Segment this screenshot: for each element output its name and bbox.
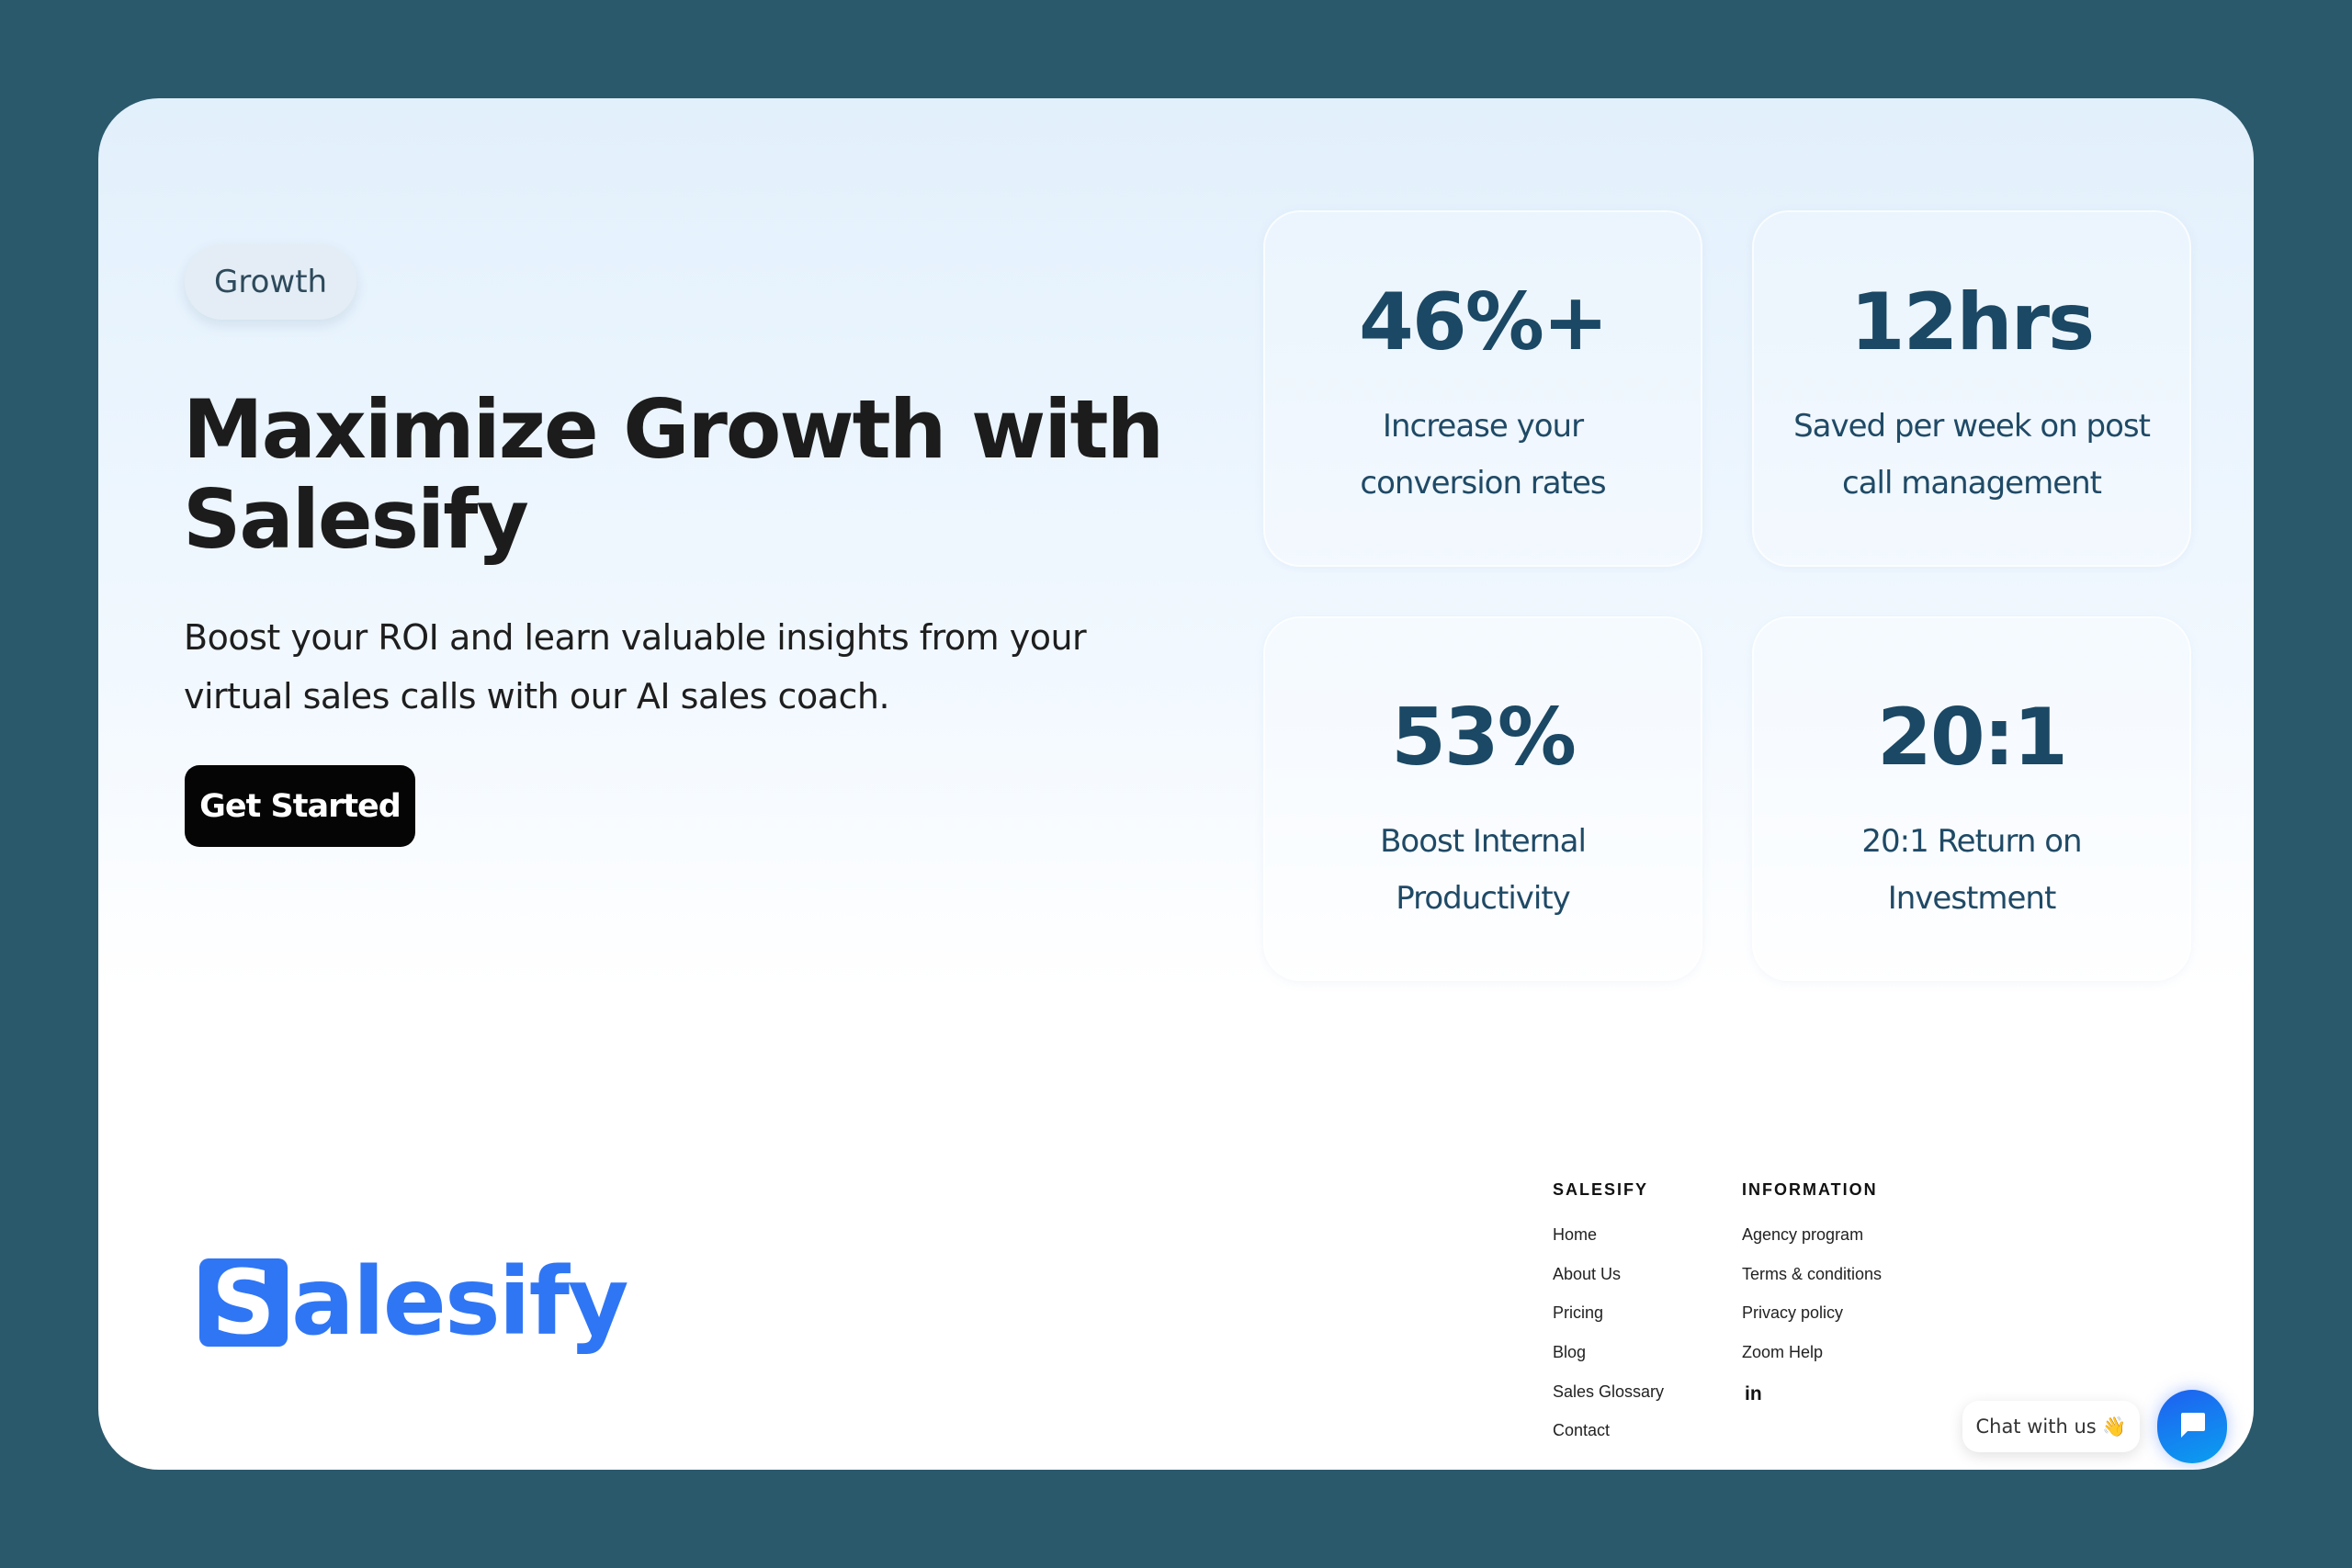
hero-description: Boost your ROI and learn valuable insigh… [184,617,1087,716]
stat-label: 20:1 Return on Investment [1861,823,2082,917]
footer-link-agency[interactable]: Agency program [1742,1225,1864,1244]
salesify-logo[interactable]: S alesify [199,1247,629,1357]
footer-link-contact[interactable]: Contact [1553,1421,1611,1439]
linkedin-icon[interactable]: in [1745,1383,1762,1404]
chat-button[interactable] [2157,1390,2227,1463]
footer-link-glossary[interactable]: Sales Glossary [1553,1382,1665,1401]
stat-label: Increase your conversion rates [1360,408,1606,502]
stat-value: 46%+ [1359,276,1609,368]
chat-with-us-label[interactable]: Chat with us 👋 [1962,1401,2140,1452]
stat-card: 12hrs Saved per week on post call manage… [1752,210,2191,567]
get-started-button[interactable]: Get Started [185,765,415,847]
stat-label: Boost Internal Productivity [1380,823,1587,917]
footer-link-blog[interactable]: Blog [1553,1343,1587,1361]
logo-mark: S [199,1258,288,1347]
stat-card: 20:1 20:1 Return on Investment [1752,616,2191,981]
growth-badge: Growth [185,244,357,320]
page-title: Maximize Growth with Salesify [183,382,1164,567]
footer-heading-information: INFORMATION [1742,1180,1878,1199]
stat-value: 53% [1391,692,1577,784]
page-card: Growth Maximize Growth with Salesify Boo… [98,98,2254,1470]
stat-card: 46%+ Increase your conversion rates [1263,210,1702,567]
footer-link-terms[interactable]: Terms & conditions [1742,1265,1883,1283]
logo-wordmark: alesify [291,1247,629,1357]
stat-value: 12hrs [1849,276,2096,368]
footer-link-privacy[interactable]: Privacy policy [1742,1303,1844,1322]
stat-value: 20:1 [1877,692,2068,784]
stat-label: Saved per week on post call management [1793,408,2151,502]
stat-card: 53% Boost Internal Productivity [1263,616,1702,981]
footer-link-zoom-help[interactable]: Zoom Help [1742,1343,1824,1361]
footer-link-about[interactable]: About Us [1553,1265,1622,1283]
footer-heading-salesify: SALESIFY [1553,1180,1649,1199]
footer-link-home[interactable]: Home [1553,1225,1598,1244]
chat-bubble-icon [2181,1412,2205,1438]
footer-link-pricing[interactable]: Pricing [1553,1303,1604,1322]
